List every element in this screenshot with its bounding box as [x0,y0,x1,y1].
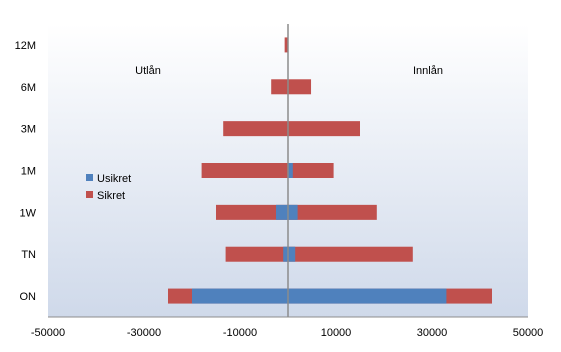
bar-usikret-tn [283,246,296,262]
x-tick-labels: -50000 -30000 -10000 10000 30000 50000 [31,327,543,339]
legend-label-sikret: Sikret [97,190,125,202]
bar-sikret-12m [284,37,288,53]
legend-swatch-sikret [86,191,93,198]
legend-label-usikret: Usikret [97,173,131,185]
bar-usikret-1m [288,163,293,178]
y-tick-labels: ON TN 1W 1M 3M 6M 12M [15,40,37,303]
y-tick-label-on: ON [20,291,37,303]
x-tick-label: -10000 [223,327,257,339]
annotation-innlan: Innlån [413,65,443,77]
x-tick-label: 10000 [321,327,352,339]
y-tick-label-tn: TN [21,249,36,261]
y-tick-label-1w: 1W [20,207,37,219]
annotation-utlan: Utlån [135,65,161,77]
y-tick-label-3m: 3M [21,124,36,136]
bar-sikret-6m [271,79,312,95]
bar-usikret-on [192,288,447,304]
legend: Usikret Sikret [86,173,131,202]
bar-sikret-tn [225,246,413,262]
legend-swatch-usikret [86,174,93,181]
x-tick-label: -50000 [31,327,65,339]
x-tick-label: 50000 [513,327,544,339]
x-tick-label: -30000 [127,327,161,339]
bars-layer [168,37,492,304]
bar-sikret-1m [201,163,334,178]
bar-usikret-1w [276,204,298,220]
y-tick-label-12m: 12M [15,40,36,52]
x-tick-label: 30000 [417,327,448,339]
bar-sikret-3m [223,121,360,137]
y-tick-label-6m: 6M [21,82,36,94]
y-tick-label-1m: 1M [21,166,36,178]
